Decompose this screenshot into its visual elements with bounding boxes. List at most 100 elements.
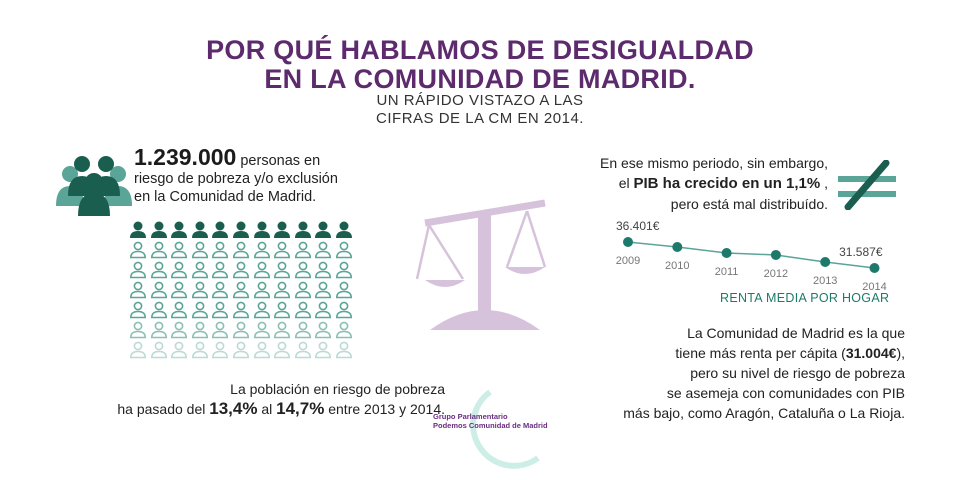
person-icon bbox=[190, 240, 210, 260]
person-icon bbox=[252, 340, 272, 360]
logo-line-2: Podemos Comunidad de Madrid bbox=[433, 421, 548, 430]
percap-bold: 31.004€ bbox=[845, 345, 897, 361]
data-point bbox=[869, 263, 880, 273]
person-icon bbox=[210, 240, 230, 260]
person-icon bbox=[190, 220, 210, 240]
percap-line: se asemeja con comunidades con PIB bbox=[666, 385, 905, 401]
x-tick-label: 2011 bbox=[715, 266, 739, 278]
person-icon bbox=[272, 280, 292, 300]
person-icon bbox=[128, 260, 148, 280]
poverty-text: personas en bbox=[236, 153, 321, 169]
person-icon bbox=[210, 300, 230, 320]
person-icon bbox=[149, 300, 169, 320]
subtitle: UN RÁPIDO VISTAZO A LAS CIFRAS DE LA CM E… bbox=[330, 92, 630, 128]
subtitle-line-2: CIFRAS DE LA CM EN 2014. bbox=[376, 110, 584, 127]
data-point bbox=[623, 237, 633, 247]
person-icon bbox=[252, 260, 272, 280]
person-icon bbox=[334, 260, 354, 280]
person-icon bbox=[313, 220, 333, 240]
person-icon bbox=[128, 320, 148, 340]
person-icon bbox=[334, 240, 354, 260]
person-icon bbox=[128, 240, 148, 260]
person-icon bbox=[313, 300, 333, 320]
data-point bbox=[672, 242, 683, 253]
person-icon bbox=[313, 340, 333, 360]
rate-text: entre 2013 y 2014. bbox=[324, 401, 445, 417]
series-line bbox=[627, 241, 875, 269]
person-icon bbox=[190, 340, 210, 360]
person-icon bbox=[190, 280, 210, 300]
podemos-logo-icon bbox=[470, 389, 540, 469]
person-icon bbox=[231, 300, 251, 320]
pib-text: En ese mismo periodo, sin embargo, el PIB… bbox=[560, 153, 828, 214]
person-icon bbox=[210, 280, 230, 300]
person-icon bbox=[293, 240, 313, 260]
person-icon bbox=[169, 280, 189, 300]
person-icon bbox=[252, 220, 272, 240]
person-icon bbox=[252, 300, 272, 320]
person-icon bbox=[231, 320, 251, 340]
logo-text: Grupo Parlamentario Podemos Comunidad de … bbox=[433, 412, 548, 430]
poverty-number: 1.239.000 bbox=[134, 144, 237, 170]
person-icon bbox=[210, 260, 230, 280]
person-icon bbox=[334, 280, 354, 300]
person-icon bbox=[334, 220, 354, 240]
people-grid bbox=[128, 220, 354, 360]
person-icon bbox=[334, 340, 354, 360]
person-icon bbox=[128, 280, 148, 300]
person-icon bbox=[293, 300, 313, 320]
pib-line: En ese mismo periodo, sin embargo, bbox=[600, 155, 828, 171]
data-point bbox=[721, 247, 732, 258]
poverty-text: riesgo de pobreza y/o exclusión bbox=[134, 171, 338, 187]
person-icon bbox=[272, 240, 292, 260]
x-tick-label: 2012 bbox=[764, 268, 788, 280]
title-line-2: EN LA COMUNIDAD DE MADRID. bbox=[264, 64, 696, 94]
data-label-first: 36.401€ bbox=[616, 219, 660, 233]
person-icon bbox=[149, 340, 169, 360]
person-icon bbox=[128, 340, 148, 360]
person-icon bbox=[210, 320, 230, 340]
person-icon bbox=[272, 320, 292, 340]
percap-text: tiene más renta per cápita ( bbox=[675, 345, 846, 361]
x-tick-label: 2009 bbox=[616, 255, 640, 267]
percap-line: pero su nivel de riesgo de pobreza bbox=[690, 365, 905, 381]
data-label-last: 31.587€ bbox=[839, 245, 883, 259]
person-icon bbox=[231, 340, 251, 360]
person-icon bbox=[190, 300, 210, 320]
person-icon bbox=[149, 260, 169, 280]
person-icon bbox=[334, 300, 354, 320]
person-icon bbox=[128, 300, 148, 320]
person-icon bbox=[293, 220, 313, 240]
percap-text: ), bbox=[896, 345, 905, 361]
data-point bbox=[770, 249, 781, 260]
person-icon bbox=[252, 240, 272, 260]
scale-icon bbox=[415, 199, 547, 330]
x-tick-label: 2010 bbox=[665, 260, 689, 272]
x-tick-label: 2013 bbox=[813, 275, 837, 287]
person-icon bbox=[272, 300, 292, 320]
person-icon bbox=[169, 320, 189, 340]
poverty-rate-text: La población en riesgo de pobreza ha pasa… bbox=[0, 379, 445, 419]
percapita-text: La Comunidad de Madrid es la que tiene má… bbox=[600, 323, 905, 423]
percap-line: La Comunidad de Madrid es la que bbox=[687, 325, 905, 341]
rate-text: al bbox=[257, 401, 277, 417]
person-icon bbox=[149, 280, 169, 300]
page-title: POR QUÉ HABLAMOS DE DESIGUALDAD EN LA COM… bbox=[0, 36, 960, 94]
subtitle-line-1: UN RÁPIDO VISTAZO A LAS bbox=[376, 92, 584, 109]
x-tick-label: 2014 bbox=[862, 281, 886, 293]
person-icon bbox=[210, 220, 230, 240]
person-icon bbox=[293, 260, 313, 280]
logo-line-1: Grupo Parlamentario bbox=[433, 412, 508, 421]
person-icon bbox=[149, 220, 169, 240]
person-icon bbox=[169, 300, 189, 320]
person-icon bbox=[313, 240, 333, 260]
person-icon bbox=[149, 320, 169, 340]
not-equal-icon bbox=[838, 160, 896, 210]
person-icon bbox=[313, 280, 333, 300]
person-icon bbox=[293, 280, 313, 300]
person-icon bbox=[149, 240, 169, 260]
pib-line: pero está mal distribuído. bbox=[670, 196, 828, 212]
person-icon bbox=[190, 260, 210, 280]
rate-text: ha pasado del bbox=[117, 401, 210, 417]
poverty-text: en la Comunidad de Madrid. bbox=[134, 189, 317, 205]
